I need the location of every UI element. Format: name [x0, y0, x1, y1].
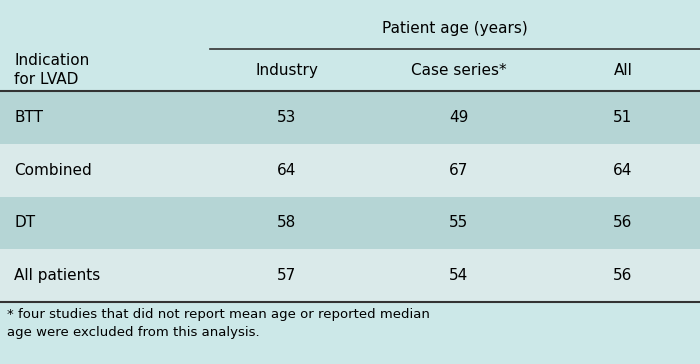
Text: 56: 56 — [613, 215, 633, 230]
Text: 58: 58 — [277, 215, 297, 230]
Bar — [0, 197, 700, 249]
Text: BTT: BTT — [14, 110, 43, 125]
Text: 54: 54 — [449, 268, 468, 283]
Text: * four studies that did not report mean age or reported median
age were excluded: * four studies that did not report mean … — [7, 308, 430, 339]
Text: All patients: All patients — [14, 268, 100, 283]
Text: 49: 49 — [449, 110, 468, 125]
Text: Indication
for LVAD: Indication for LVAD — [14, 53, 90, 87]
Text: Combined: Combined — [14, 163, 92, 178]
Bar — [0, 306, 700, 364]
Text: Case series*: Case series* — [411, 63, 506, 78]
Text: All: All — [614, 63, 632, 78]
Bar — [0, 7, 700, 49]
Text: 51: 51 — [613, 110, 633, 125]
Text: 64: 64 — [613, 163, 633, 178]
Bar — [0, 144, 700, 197]
Text: 64: 64 — [277, 163, 297, 178]
Text: 55: 55 — [449, 215, 468, 230]
Bar — [0, 91, 700, 144]
Text: 57: 57 — [277, 268, 297, 283]
Text: DT: DT — [14, 215, 35, 230]
Bar — [0, 49, 700, 91]
Bar — [0, 249, 700, 302]
Text: Patient age (years): Patient age (years) — [382, 21, 528, 36]
Text: Industry: Industry — [256, 63, 318, 78]
Text: 53: 53 — [277, 110, 297, 125]
Text: 56: 56 — [613, 268, 633, 283]
Text: 67: 67 — [449, 163, 468, 178]
